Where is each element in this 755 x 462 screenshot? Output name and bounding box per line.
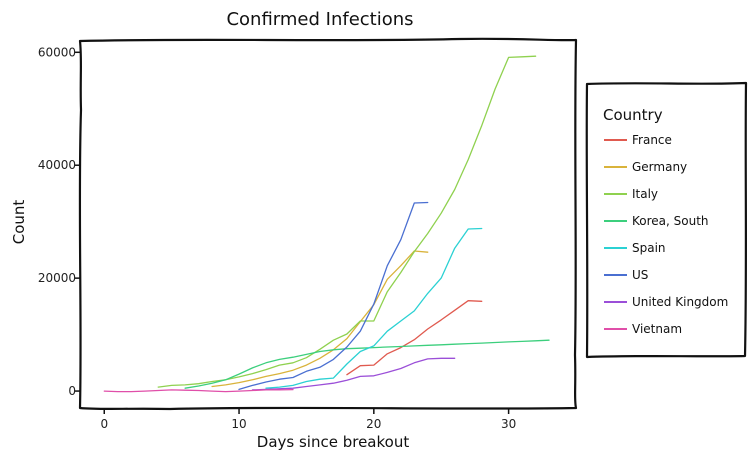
series-line-italy [157, 55, 537, 388]
legend-label: US [632, 268, 648, 282]
plot-frame [78, 37, 578, 411]
legend-item: US [604, 268, 648, 282]
chart-title: Confirmed Infections [226, 9, 413, 30]
legend-label: United Kingdom [632, 295, 728, 309]
series-line-korea-south [184, 339, 550, 389]
x-tick-label: 30 [501, 417, 516, 431]
legend-frame [585, 81, 748, 359]
series-line-vietnam [103, 388, 294, 393]
series-line-spain [265, 227, 483, 389]
legend-label: France [632, 133, 672, 147]
x-tick-label: 10 [231, 417, 246, 431]
legend-item: Germany [604, 160, 687, 174]
legend-item: Vietnam [604, 322, 682, 336]
y-tick-label: 60000 [38, 45, 76, 59]
series-line-us [238, 201, 429, 391]
y-tick-label: 20000 [38, 271, 76, 285]
legend-label: Germany [632, 160, 687, 174]
x-tick-label: 0 [100, 417, 108, 431]
y-axis: 0 20000 40000 60000 [38, 45, 80, 398]
x-axis: 0 10 20 30 [100, 408, 516, 431]
x-axis-label: Days since breakout [257, 433, 410, 451]
legend-label: Italy [632, 187, 658, 201]
legend-item: Korea, South [604, 214, 709, 228]
x-tick-label: 20 [366, 417, 381, 431]
legend-items: France Germany Italy Korea, South Spain US Uni… [604, 133, 728, 336]
legend-item: United Kingdom [604, 295, 728, 309]
legend-item: Spain [604, 241, 666, 255]
y-axis-label: Count [10, 200, 28, 245]
plot-area [103, 55, 550, 393]
legend-item: Italy [604, 187, 658, 201]
series-line-germany [211, 250, 429, 388]
series-line-united-kingdom [251, 357, 456, 391]
legend-label: Vietnam [632, 322, 682, 336]
legend-title: Country [603, 106, 663, 124]
legend-label: Korea, South [632, 214, 709, 228]
legend: Country France Germany Italy Korea, South Sp… [585, 81, 748, 359]
y-tick-label: 0 [68, 384, 76, 398]
legend-label: Spain [632, 241, 666, 255]
series-line-france [346, 300, 483, 376]
legend-item: France [604, 133, 672, 147]
y-tick-label: 40000 [38, 158, 76, 172]
